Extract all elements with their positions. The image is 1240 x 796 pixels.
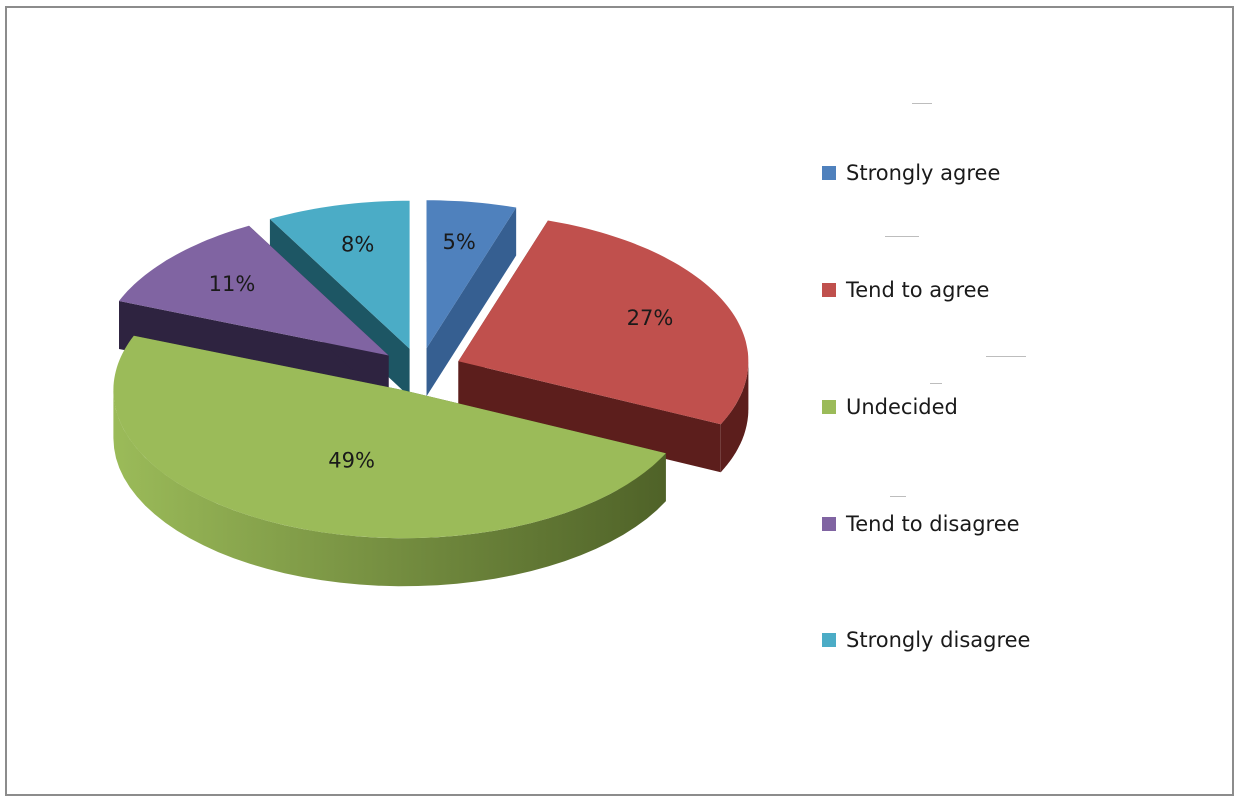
pie-slice-wall: [458, 361, 721, 473]
data-label-tend-to-agree: 27%: [627, 306, 674, 330]
legend-swatch-strongly-disagree: [822, 633, 836, 647]
artifact-speck: [890, 496, 906, 497]
legend: Strongly agree Tend to agree Undecided T…: [822, 158, 1122, 658]
artifact-speck: [885, 236, 919, 237]
pie-slice-top: [269, 200, 410, 349]
pie-slice-top: [119, 225, 389, 356]
legend-label: Undecided: [846, 395, 958, 419]
pie-slice-top: [113, 335, 666, 539]
pie-slice-tend-to-agree: [458, 220, 749, 473]
legend-swatch-undecided: [822, 400, 836, 414]
legend-swatch-strongly-agree: [822, 166, 836, 180]
pie-slice-top: [426, 200, 517, 349]
legend-item-tend-to-agree: Tend to agree: [822, 275, 989, 305]
data-label-strongly-disagree: 8%: [341, 233, 374, 257]
data-label-undecided: 49%: [328, 448, 375, 472]
data-label-tend-to-disagree: 11%: [209, 272, 256, 296]
legend-swatch-tend-to-disagree: [822, 517, 836, 531]
legend-item-undecided: Undecided: [822, 392, 958, 422]
legend-label: Strongly agree: [846, 161, 1001, 185]
artifact-speck: [930, 383, 942, 384]
legend-label: Tend to agree: [846, 278, 990, 302]
legend-label: Tend to disagree: [846, 512, 1020, 536]
pie-slice-strongly-agree: [426, 200, 517, 397]
artifact-speck: [986, 356, 1026, 357]
pie-slice-top: [458, 220, 749, 425]
legend-label: Strongly disagree: [846, 628, 1031, 652]
legend-item-strongly-agree: Strongly agree: [822, 158, 1000, 188]
pie-slice-side: [113, 390, 666, 587]
legend-item-tend-to-disagree: Tend to disagree: [822, 509, 1020, 539]
pie-slice-side: [720, 361, 749, 473]
legend-swatch-tend-to-agree: [822, 283, 836, 297]
artifact-speck: [912, 103, 932, 104]
data-label-strongly-agree: 5%: [443, 230, 476, 254]
pie-slice-wall: [426, 207, 517, 397]
legend-item-strongly-disagree: Strongly disagree: [822, 625, 1030, 655]
pie-slice-undecided: [113, 335, 666, 587]
